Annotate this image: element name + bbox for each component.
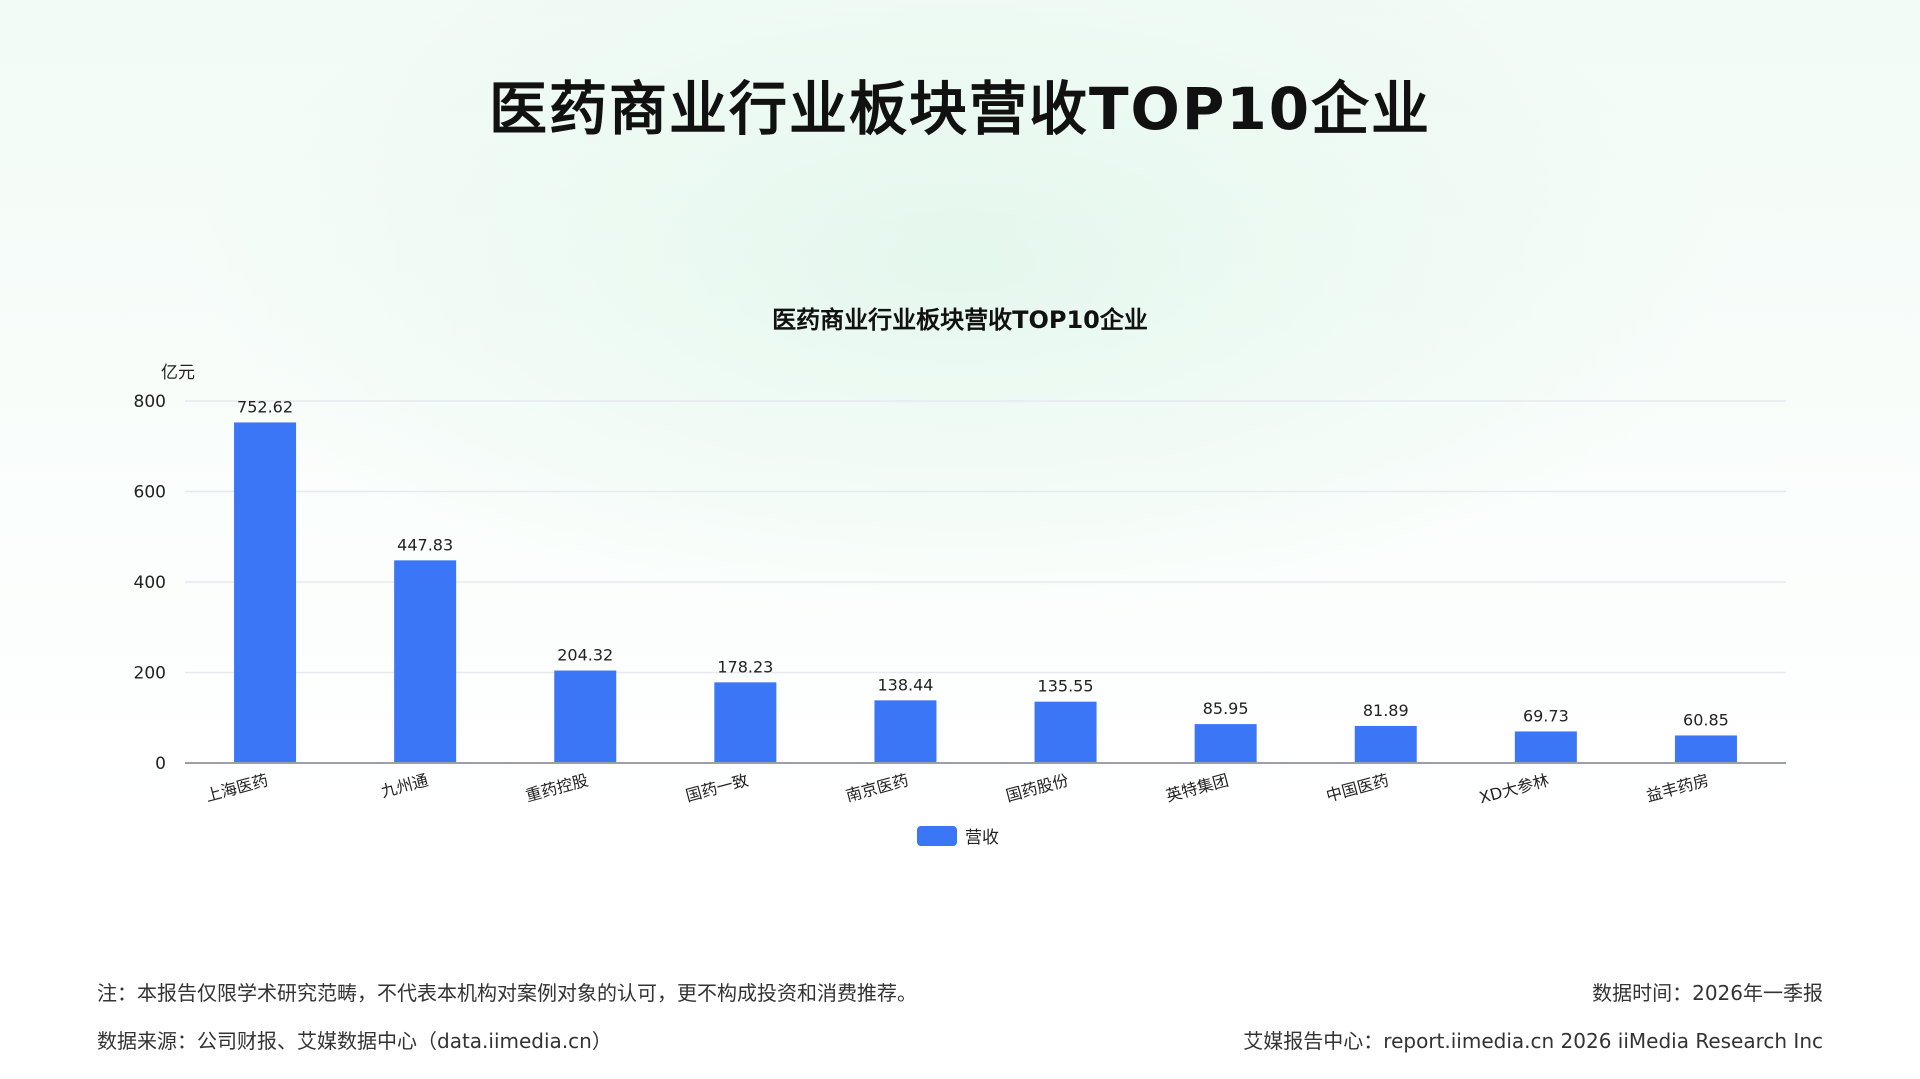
- bar: [1194, 724, 1257, 763]
- x-tick-label: 国药一致: [684, 771, 751, 806]
- legend: 营收: [917, 826, 999, 848]
- bar: [714, 682, 777, 763]
- x-tick-label: 国药股份: [1004, 771, 1071, 806]
- bar-value-label: 138.44: [877, 675, 933, 694]
- value-labels-group: 752.62 447.83 204.32 178.23 138.44 135.55 85.9…: [237, 397, 1729, 729]
- y-tick-label: 200: [134, 664, 166, 684]
- bar-value-label: 69.73: [1523, 706, 1569, 725]
- bar: [234, 422, 297, 763]
- bars-group: [234, 422, 1737, 763]
- bar: [394, 560, 457, 763]
- bar: [1034, 701, 1097, 763]
- x-tick-label: 南京医药: [844, 771, 911, 806]
- y-tick-label: 600: [134, 483, 166, 503]
- y-tick-label: 400: [134, 573, 166, 593]
- bar-value-label: 85.95: [1203, 699, 1249, 718]
- legend-label: 营收: [965, 828, 999, 848]
- bar: [554, 670, 617, 763]
- bar: [874, 700, 937, 763]
- data-source: 数据来源：公司财报、艾媒数据中心（data.iimedia.cn）: [97, 1029, 612, 1053]
- bar-value-label: 81.89: [1363, 701, 1409, 720]
- page-title: 医药商业行业板块营收TOP10企业: [488, 75, 1432, 143]
- bar-value-label: 178.23: [717, 657, 773, 676]
- y-axis-unit-label: 亿元: [161, 363, 195, 383]
- y-axis-ticks: 0 200 400 600 800: [134, 392, 166, 774]
- y-tick-label: 0: [155, 754, 166, 774]
- bar: [1514, 731, 1577, 763]
- x-tick-label: 上海医药: [203, 771, 270, 806]
- chart-title: 医药商业行业板块营收TOP10企业: [772, 306, 1148, 334]
- x-tick-label: 中国医药: [1324, 771, 1391, 806]
- legend-swatch: [917, 826, 957, 846]
- x-tick-label: 英特集团: [1164, 771, 1231, 806]
- bar-value-label: 447.83: [397, 535, 453, 554]
- bar-value-label: 752.62: [237, 397, 293, 416]
- disclaimer-note: 注：本报告仅限学术研究范畴，不代表本机构对案例对象的认可，更不构成投资和消费推荐…: [97, 981, 917, 1005]
- y-tick-label: 800: [134, 392, 166, 412]
- bar-value-label: 204.32: [557, 646, 613, 665]
- x-tick-label: 益丰药房: [1644, 771, 1711, 806]
- report-center: 艾媒报告中心：report.iimedia.cn 2026 iiMedia Re…: [1243, 1029, 1823, 1053]
- data-time: 数据时间：2026年一季报: [1592, 981, 1823, 1005]
- bar-value-label: 135.55: [1038, 677, 1094, 696]
- x-axis-ticks: 上海医药 九州通 重药控股 国药一致 南京医药 国药股份 英特集团 中国医药 XD大参林 益丰药房: [203, 771, 1711, 808]
- bar: [1354, 725, 1417, 763]
- x-tick-label: XD大参林: [1477, 771, 1551, 808]
- x-tick-label: 重药控股: [524, 771, 591, 806]
- x-tick-label: 九州通: [379, 771, 430, 802]
- bar-value-label: 60.85: [1683, 710, 1729, 729]
- bar: [1674, 735, 1737, 763]
